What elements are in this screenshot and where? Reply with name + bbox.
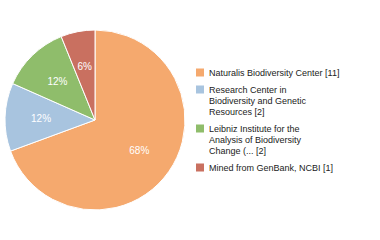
- data-label: 12%: [47, 76, 67, 87]
- data-label: 6%: [77, 61, 92, 72]
- legend-swatch: [196, 164, 204, 172]
- pie-slice: [11, 30, 185, 210]
- legend-label: Leibniz Institute for theAnalysis of Bio…: [209, 124, 302, 156]
- data-label: 12%: [31, 113, 51, 124]
- legend-swatch: [196, 69, 204, 77]
- legend-swatch: [196, 86, 204, 94]
- legend-swatch: [196, 125, 204, 133]
- legend-item: Mined from GenBank, NCBI [1]: [196, 163, 333, 173]
- chart: 68% 12% 12% 6% Naturalis Biodiversity Center…: [0, 0, 380, 240]
- legend-item: Naturalis Biodiversity Center [11]: [196, 68, 339, 78]
- legend-item: Research Center inBiodiversity and Genet…: [196, 85, 307, 117]
- pie: [5, 30, 185, 210]
- data-labels: 68% 12% 12% 6%: [31, 61, 149, 156]
- legend-label: Naturalis Biodiversity Center [11]: [209, 68, 339, 78]
- legend: Naturalis Biodiversity Center [11] Resear…: [196, 68, 339, 173]
- legend-label: Research Center inBiodiversity and Genet…: [209, 85, 307, 117]
- data-label: 68%: [129, 145, 149, 156]
- legend-item: Leibniz Institute for theAnalysis of Bio…: [196, 124, 302, 156]
- legend-label: Mined from GenBank, NCBI [1]: [209, 163, 333, 173]
